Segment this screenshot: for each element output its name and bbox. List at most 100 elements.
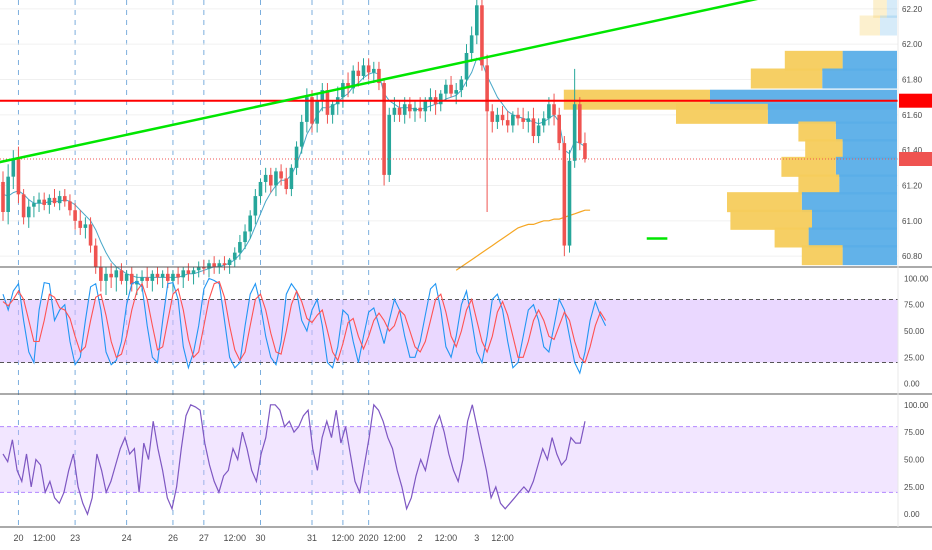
candle-body [88, 224, 93, 246]
candle-body [423, 100, 428, 112]
candle-body [73, 210, 77, 221]
candle-body [341, 83, 345, 98]
candle-body [114, 270, 119, 278]
candle-body [274, 171, 278, 186]
candle-body [186, 270, 191, 274]
candle-body [480, 5, 484, 66]
time-axis-label: 31 [307, 533, 317, 543]
price-tick-label: 62.20 [902, 5, 923, 14]
last-price-badge [899, 152, 932, 166]
candle-body [449, 84, 453, 94]
candle-body [500, 114, 505, 121]
price-panel[interactable] [0, 0, 898, 296]
candle-body [243, 231, 247, 243]
candle-body [397, 107, 402, 115]
volume-profile-up-bar [839, 174, 897, 195]
candle-body [392, 107, 397, 115]
candle-body [325, 90, 330, 115]
candle-body [191, 270, 196, 274]
time-axis-label: 3 [474, 533, 479, 543]
candle-body [387, 114, 392, 175]
stochastic-d-line [2, 280, 607, 364]
rsi-panel[interactable] [0, 403, 898, 516]
candle-body [78, 220, 83, 228]
candle-body [212, 263, 216, 267]
candle-body [408, 104, 412, 112]
candle-body [469, 35, 474, 53]
candle-body [536, 125, 541, 137]
candle-body [160, 273, 165, 278]
candle-body [485, 65, 489, 112]
volume-profile-up-bar [767, 103, 897, 124]
candle-body [361, 65, 366, 76]
candle-body [119, 270, 124, 281]
candle-body [109, 273, 113, 278]
stochastic-panel[interactable] [0, 277, 898, 375]
price-tick-label: 61.60 [902, 111, 923, 120]
candle-body [145, 277, 149, 281]
candle-body [232, 252, 237, 260]
stochastic-k-line [2, 277, 607, 375]
candle-body [464, 53, 469, 80]
candle-body [310, 97, 314, 124]
volume-profile-down-bar [859, 15, 880, 36]
candle-body [382, 83, 386, 175]
candle-body [83, 224, 88, 228]
time-axis-label: 20 [13, 533, 23, 543]
time-axis-label: 2 [418, 533, 423, 543]
volume-profile-down-bar [798, 121, 836, 142]
candle-body [505, 120, 510, 126]
candle-body [557, 114, 561, 144]
grid-layer [0, 0, 898, 527]
time-axis-label: 27 [199, 533, 209, 543]
candle-body [166, 273, 170, 281]
time-axis-label: 12:00 [491, 533, 514, 543]
candle-body [418, 107, 422, 112]
candle-body [438, 93, 443, 105]
stochastic-tick-label: 75.00 [904, 301, 925, 310]
candle-body [93, 245, 98, 267]
time-axis-label: 12:00 [223, 533, 246, 543]
candle-body [21, 194, 26, 218]
candle-body [284, 178, 289, 190]
candle-body [26, 206, 31, 218]
candle-body [346, 83, 350, 89]
candle-body [207, 263, 211, 269]
volume-profile-up-bar [842, 50, 897, 71]
volume-profile-down-bar [873, 0, 887, 18]
candle-body [196, 266, 201, 271]
volume-profile-down-bar [727, 192, 802, 213]
candle-body [490, 111, 495, 122]
candle-body [552, 104, 556, 115]
candle-body [155, 273, 160, 278]
candle-body [294, 146, 299, 168]
candle-body [263, 174, 268, 182]
candle-body [567, 160, 572, 246]
volume-profile-up-bar [835, 121, 897, 142]
candle-body [6, 176, 10, 212]
volume-profile-down-bar [676, 103, 768, 124]
rsi-line [2, 403, 586, 516]
price-tick-label: 60.80 [902, 252, 923, 261]
candle-body [124, 273, 129, 281]
candle-body [428, 97, 433, 101]
candle-body [547, 104, 551, 119]
time-axis-label: 30 [255, 533, 265, 543]
time-axis-label: 12:00 [33, 533, 56, 543]
time-axis-label: 12:00 [332, 533, 355, 543]
candle-body [222, 263, 227, 265]
candle-body [413, 107, 417, 112]
volume-profile-down-bar [784, 50, 843, 71]
volume-profile-down-bar [750, 68, 823, 89]
candle-body [68, 201, 72, 211]
time-axis-label: 24 [122, 533, 132, 543]
price-tick-label: 61.40 [902, 146, 923, 155]
candle-body [372, 68, 376, 73]
volume-profile-up-bar [835, 156, 897, 177]
candle-body [176, 273, 180, 278]
candle-body [135, 280, 139, 285]
volume-profile-down-bar [805, 139, 843, 160]
volume-profile-up-bar [842, 245, 897, 266]
volume-profile-up-bar [822, 68, 897, 89]
candle-body [516, 114, 520, 119]
